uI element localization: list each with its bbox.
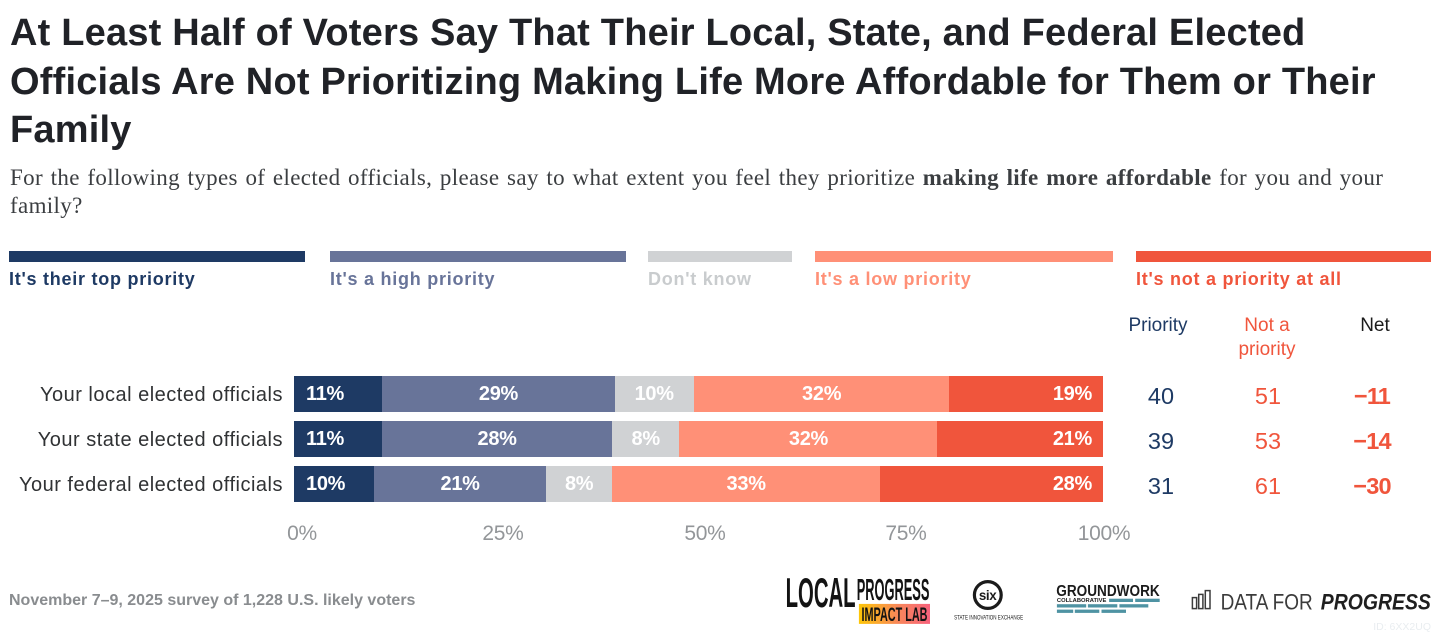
svg-text:LOCAL: LOCAL <box>786 569 856 616</box>
svg-text:PROGRESS: PROGRESS <box>857 574 930 607</box>
svg-text:STATE INNOVATION EXCHANGE: STATE INNOVATION EXCHANGE <box>954 616 1023 622</box>
svg-text:GROUNDWORK: GROUNDWORK <box>1056 583 1160 600</box>
svg-text:DATA FOR: DATA FOR <box>1221 589 1313 614</box>
svg-text:IMPACT LAB: IMPACT LAB <box>862 605 928 626</box>
svg-text:six: six <box>979 588 997 603</box>
svg-text:COLLABORATIVE: COLLABORATIVE <box>1057 598 1107 604</box>
svg-text:PROGRESS: PROGRESS <box>1321 589 1431 614</box>
